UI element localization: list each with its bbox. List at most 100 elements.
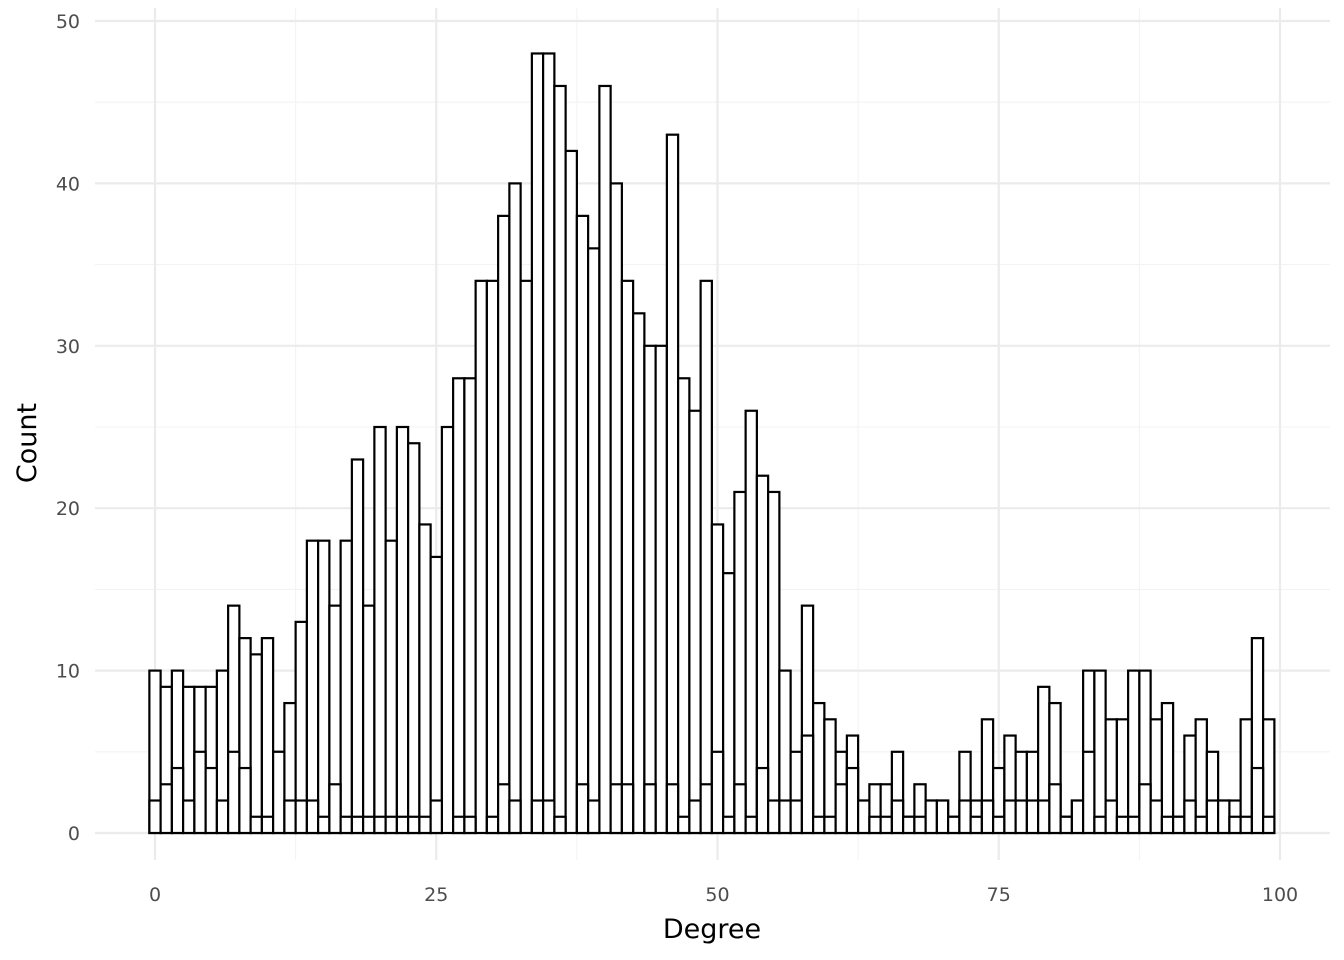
x-tick-label: 100: [1262, 884, 1298, 906]
x-axis-title: Degree: [663, 914, 761, 945]
histogram-bar-series-2: [587, 799, 601, 835]
histogram-bar-series-2: [1217, 799, 1231, 835]
histogram-bar-series-1: [688, 409, 702, 835]
histogram-bar-series-2: [868, 815, 882, 835]
histogram-bar-series-2: [722, 815, 736, 835]
histogram-bar-series-1: [452, 377, 466, 835]
histogram-bar-series-2: [890, 799, 905, 835]
histogram-bar-series-2: [407, 815, 421, 835]
histogram-bar-series-1: [767, 490, 781, 835]
histogram-bar-series-2: [812, 815, 826, 835]
histogram-bar-series-2: [1250, 766, 1265, 835]
histogram-bar-series-2: [497, 783, 511, 835]
histogram-bar-series-1: [485, 279, 500, 835]
histogram-bar-series-2: [204, 766, 218, 835]
histogram-bar-series-1: [497, 214, 511, 835]
histogram-bar-series-2: [553, 815, 567, 835]
histogram-bar-series-2: [1025, 799, 1040, 835]
histogram-bar-series-2: [272, 750, 286, 835]
y-tick-label: 40: [56, 173, 80, 195]
histogram-bar-series-2: [294, 799, 308, 835]
histogram-bar-series-2: [339, 815, 353, 835]
histogram-bar-series-1: [677, 377, 691, 835]
histogram-bar-series-2: [260, 815, 275, 835]
histogram-bar-series-2: [182, 799, 196, 835]
y-tick-label: 20: [56, 498, 80, 520]
histogram-bar-series-2: [778, 799, 792, 835]
histogram-bar-series-2: [418, 815, 432, 835]
histogram-bar-series-2: [1160, 815, 1175, 835]
histogram-bar-series-2: [193, 750, 207, 835]
histogram-bar-series-1: [587, 247, 601, 835]
histogram-bar-series-2: [148, 799, 162, 835]
histogram-bar-series-2: [1070, 799, 1085, 835]
histogram-bars: [148, 52, 1276, 835]
histogram-bar-series-2: [789, 799, 803, 835]
histogram-bar-series-1: [1127, 669, 1141, 835]
histogram-bar-series-1: [1160, 701, 1175, 835]
histogram-bar-series-2: [935, 799, 950, 835]
histogram-bar-series-2: [992, 815, 1006, 835]
histogram-bar-series-2: [879, 815, 893, 835]
histogram-bar-series-2: [575, 783, 590, 835]
histogram-bar-series-2: [328, 783, 342, 835]
histogram-bar-series-2: [947, 815, 961, 835]
histogram-bar-series-2: [969, 815, 983, 835]
histogram-bar-series-2: [1059, 815, 1073, 835]
histogram-bar-series-2: [1082, 750, 1096, 835]
histogram-bar-series-2: [958, 799, 972, 835]
histogram-bar-series-1: [553, 84, 567, 835]
histogram-bar-series-2: [1127, 815, 1141, 835]
histogram-bar-series-1: [1093, 669, 1107, 835]
histogram-bar-series-2: [238, 766, 252, 835]
histogram-bar-series-1: [542, 52, 556, 835]
histogram-bar-series-2: [800, 734, 815, 835]
histogram-bar-series-1: [395, 425, 410, 835]
histogram-bar-series-1: [575, 214, 590, 835]
histogram-bar-series-2: [1014, 799, 1028, 835]
histogram-bar-series-1: [463, 377, 477, 835]
axis-tick-labels: 0 25 50 75 100 0 10 20 30 40 50: [56, 11, 1298, 906]
histogram-bar-series-2: [542, 799, 556, 835]
histogram-bar-series-2: [834, 783, 848, 835]
histogram-bar-series-1: [519, 279, 533, 835]
histogram-bar-series-1: [407, 442, 421, 835]
histogram-bar-series-2: [1048, 783, 1062, 835]
histogram-bar-series-1: [598, 84, 612, 835]
histogram-bar-series-1: [260, 637, 275, 835]
histogram-bar-series-2: [665, 783, 680, 835]
histogram-bar-series-1: [339, 539, 353, 835]
histogram-bar-series-2: [215, 799, 230, 835]
histogram-bar-series-1: [350, 458, 365, 835]
histogram-bar-series-2: [1194, 815, 1208, 835]
histogram-bar-series-2: [913, 815, 927, 835]
histogram-bar-series-2: [980, 799, 995, 835]
histogram-bar-series-1: [317, 539, 331, 835]
histogram-bar-series-1: [812, 701, 826, 835]
histogram-bar-series-1: [654, 344, 668, 835]
histogram-bar-series-2: [1115, 815, 1130, 835]
y-tick-label: 0: [68, 823, 80, 845]
histogram-bar-series-2: [227, 750, 241, 835]
histogram-bar-series-1: [632, 312, 646, 835]
histogram-bar-series-2: [609, 783, 623, 835]
histogram-bar-series-2: [249, 815, 263, 835]
histogram-bar-series-2: [1003, 799, 1017, 835]
histogram-bar-series-2: [845, 766, 860, 835]
histogram-bar-series-1: [699, 279, 713, 835]
y-tick-label: 10: [56, 661, 80, 683]
histogram-bar-series-1: [249, 653, 263, 835]
histogram-bar-series-2: [508, 799, 522, 835]
histogram-bar-series-1: [620, 279, 635, 835]
histogram-bar-series-1: [373, 425, 387, 835]
x-tick-label: 75: [987, 884, 1011, 906]
histogram-bar-series-2: [699, 783, 713, 835]
histogram-bar-series-2: [429, 799, 443, 835]
histogram-bar-series-1: [305, 539, 320, 835]
histogram-bar-series-2: [643, 783, 657, 835]
histogram-bar-series-2: [1138, 783, 1152, 835]
histogram-bar-series-2: [1183, 799, 1197, 835]
histogram-bar-series-2: [452, 815, 466, 835]
histogram-bar-series-2: [688, 799, 702, 835]
